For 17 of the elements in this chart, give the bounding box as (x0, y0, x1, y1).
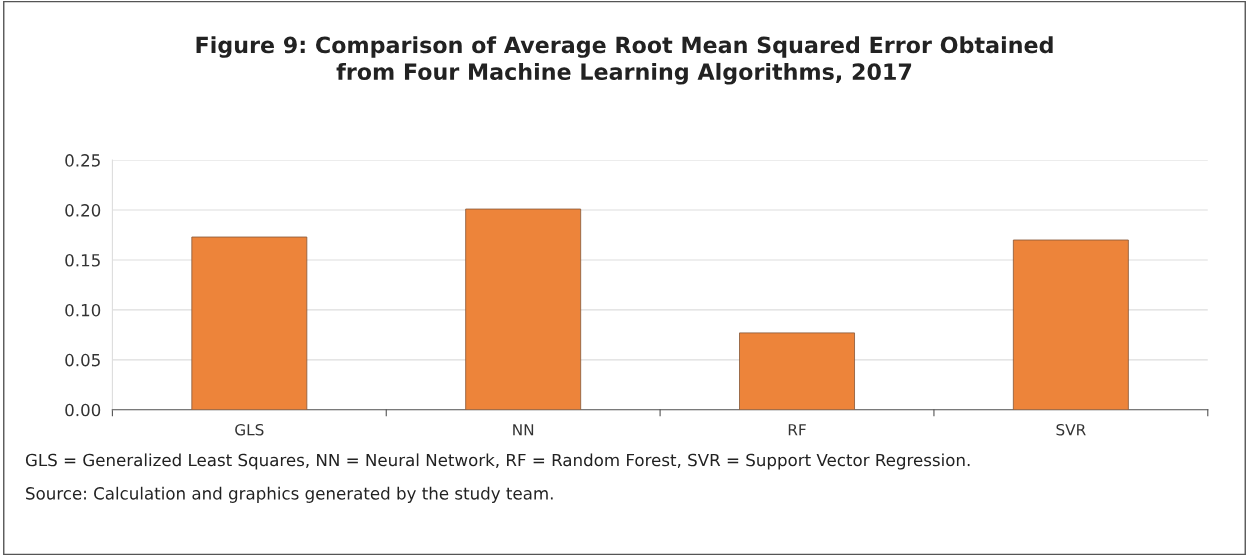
y-tick-label: 0.00 (65, 403, 101, 417)
y-tick-label: 0.05 (65, 353, 100, 367)
bar (739, 332, 855, 410)
y-tick-label: 0.25 (65, 154, 100, 167)
x-tick-label: RF (788, 424, 806, 436)
bar (465, 208, 582, 410)
text: GLS = Generalized Least Squares, NN = Neural Network, RF = Random Forest, SVR = Support Vector Regression. (25, 453, 970, 470)
x-tick-label: SVR (1056, 423, 1086, 436)
chart-title: Figure 9: Comparison of Average Root Mean Squared Error Obtained from Four Machine Learning Algorithms, 2017 (196, 36, 1053, 85)
source-note: Source: Calculation and graphics generated by the study team. (26, 486, 553, 503)
bar (191, 236, 308, 410)
bar (1012, 239, 1129, 410)
y-tick-label: 0.20 (65, 204, 101, 217)
x-tick-label: GLS (235, 423, 264, 436)
x-tick-label: NN (513, 424, 534, 436)
y-tick-label: 0.10 (65, 303, 101, 317)
y-tick-label: 0.15 (65, 253, 100, 267)
